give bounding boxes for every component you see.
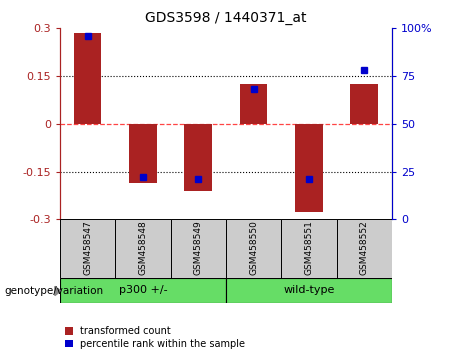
- Bar: [350, 84, 378, 124]
- Bar: [171, 219, 226, 278]
- Text: wild-type: wild-type: [283, 285, 335, 295]
- Text: GSM458550: GSM458550: [249, 220, 258, 275]
- Bar: [60, 219, 115, 278]
- Title: GDS3598 / 1440371_at: GDS3598 / 1440371_at: [145, 11, 307, 24]
- Polygon shape: [55, 286, 61, 296]
- Bar: [295, 124, 323, 211]
- Text: GSM458552: GSM458552: [360, 220, 369, 275]
- Bar: [60, 278, 226, 303]
- Bar: [281, 219, 337, 278]
- Bar: [184, 124, 212, 191]
- Text: GSM458549: GSM458549: [194, 220, 203, 275]
- Text: p300 +/-: p300 +/-: [118, 285, 167, 295]
- Text: GSM458548: GSM458548: [138, 220, 148, 275]
- Text: GSM458547: GSM458547: [83, 220, 92, 275]
- Legend: transformed count, percentile rank within the sample: transformed count, percentile rank withi…: [65, 326, 245, 349]
- Bar: [129, 124, 157, 183]
- Bar: [240, 84, 267, 124]
- Bar: [226, 219, 281, 278]
- Bar: [74, 33, 101, 124]
- Text: genotype/variation: genotype/variation: [5, 286, 104, 296]
- Bar: [226, 278, 392, 303]
- Bar: [115, 219, 171, 278]
- Text: GSM458551: GSM458551: [304, 220, 313, 275]
- Bar: [337, 219, 392, 278]
